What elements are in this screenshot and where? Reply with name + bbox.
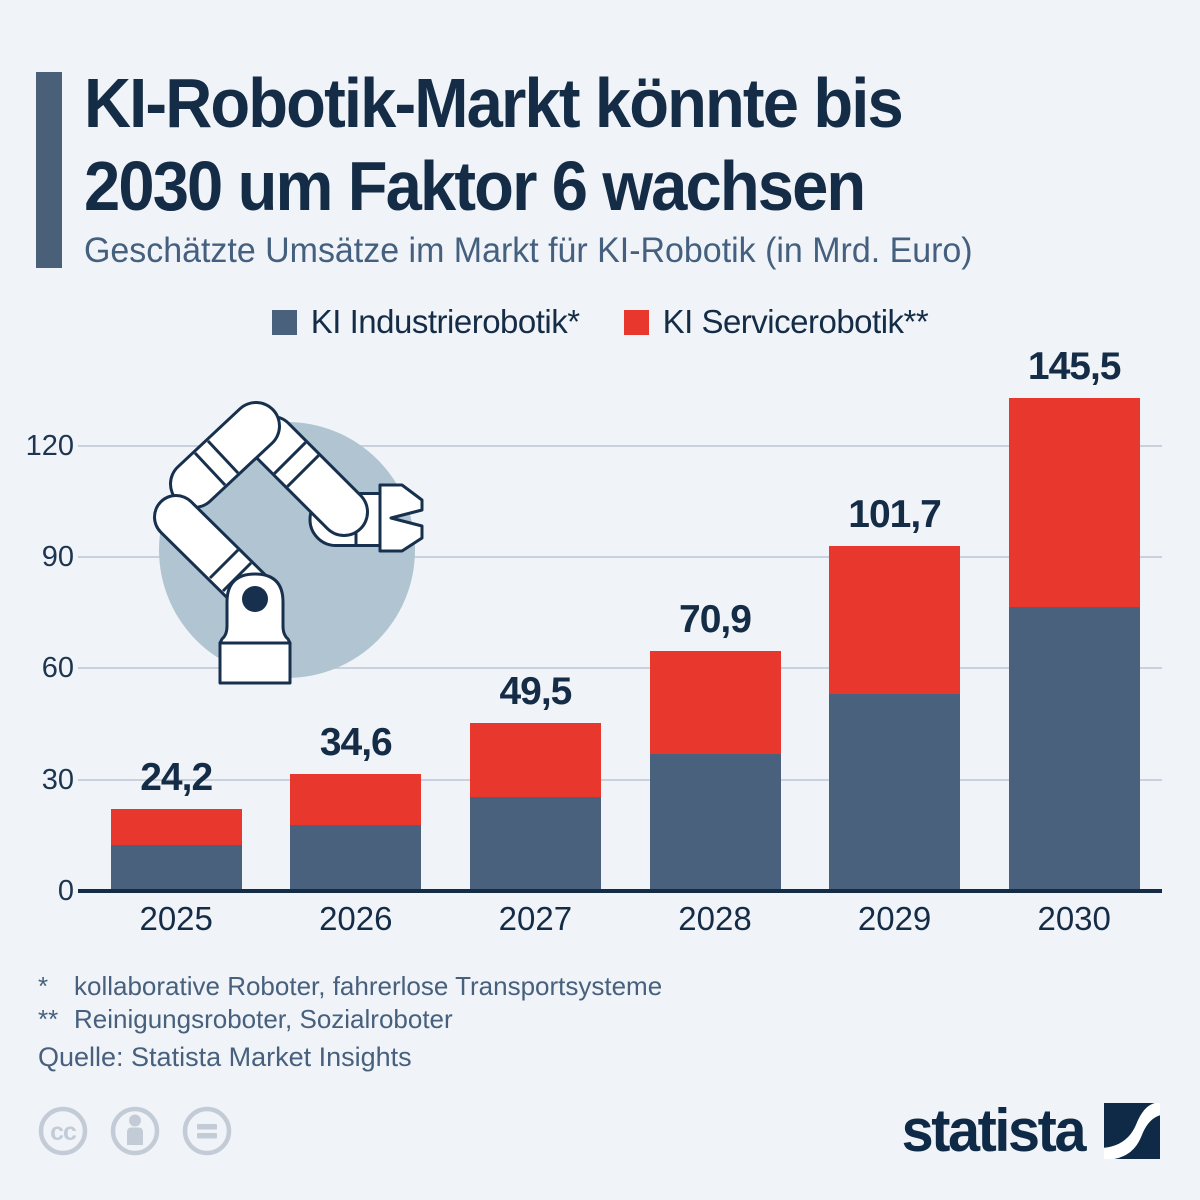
x-axis-label-2025: 2025 (139, 900, 213, 937)
x-axis-label-2027: 2027 (498, 900, 573, 937)
y-tick-label-90: 90 (41, 540, 74, 573)
grid-line-120 (78, 444, 1162, 447)
bar-2029-industrial-segment (829, 693, 961, 891)
bar-2028-service-segment (649, 650, 781, 755)
bar-2027-industrial-segment (469, 796, 601, 891)
attribution-person-icon (110, 1106, 160, 1156)
statista-branding: statista (894, 1100, 1160, 1162)
source-line: Quelle: Statista Market Insights (38, 1042, 412, 1072)
legend-item-1: KI Servicerobotik** (623, 303, 929, 341)
legend-swatch-0 (271, 309, 297, 335)
bar-total-label-2028: 70,9 (679, 597, 752, 641)
grid-line-60 (78, 667, 1162, 670)
page-title: KI-Robotik-Markt könnte bis 2030 um Fakt… (84, 62, 904, 228)
grid-line-90 (78, 555, 1162, 558)
bar-2029-service-segment (829, 546, 961, 694)
bar-2030-service-segment (1008, 397, 1140, 608)
page-subtitle: Geschätzte Umsätze im Markt für KI-Robot… (84, 231, 973, 270)
footnote-2-text: Reinigungsroboter, Sozialroboter (74, 1004, 453, 1034)
svg-text:cc: cc (50, 1118, 77, 1146)
title-line-2: 2030 um Faktor 6 wachsen (84, 147, 866, 225)
x-axis-label-2026: 2026 (319, 900, 393, 937)
legend-swatch-1 (623, 309, 649, 335)
footnote-2: ** Reinigungsroboter, Sozialroboter (38, 1003, 662, 1036)
bar-total-label-2030: 145,5 (1027, 344, 1122, 388)
legend-label-0: KI Industrierobotik* (310, 303, 580, 340)
license-icons: cc (36, 1104, 234, 1158)
y-tick-label-60: 60 (41, 652, 74, 685)
equals-icon (182, 1106, 232, 1156)
statista-logo-text: statista (901, 1097, 1087, 1164)
x-axis-label-2028: 2028 (678, 900, 752, 937)
x-axis-label-2030: 2030 (1037, 900, 1111, 937)
title-accent-bar (36, 72, 62, 268)
y-tick-label-30: 30 (41, 763, 74, 796)
y-tick-label-120: 120 (25, 429, 74, 462)
cc-icon: cc (38, 1106, 88, 1156)
bar-total-label-2027: 49,5 (499, 670, 572, 714)
x-axis-line (78, 889, 1162, 893)
bar-2026-service-segment (290, 773, 422, 826)
robot-arm-illustration (140, 390, 450, 700)
footnote-1-text: kollaborative Roboter, fahrerlose Transp… (74, 971, 663, 1001)
legend-label-1: KI Servicerobotik** (662, 303, 929, 340)
bar-2028-industrial-segment (649, 754, 781, 891)
bar-total-label-2026: 34,6 (319, 720, 393, 764)
footnote-1: * kollaborative Roboter, fahrerlose Tran… (38, 970, 662, 1003)
legend-item-0: KI Industrierobotik* (271, 303, 580, 341)
bar-2025-service-segment (110, 808, 242, 846)
robot-arm-icon (153, 401, 424, 685)
bar-total-label-2025: 24,2 (140, 755, 213, 799)
bar-2025-industrial-segment (110, 845, 242, 891)
bar-2027-service-segment (469, 723, 601, 797)
legend: KI Industrierobotik* KI Servicerobotik** (0, 303, 1200, 341)
bar-total-label-2029: 101,7 (848, 493, 942, 537)
statista-logo-icon (1104, 1103, 1160, 1159)
y-tick-label-0: 0 (57, 875, 74, 907)
x-axis-label-2029: 2029 (857, 900, 932, 937)
footnotes: * kollaborative Roboter, fahrerlose Tran… (38, 970, 662, 1036)
grid-line-30 (78, 778, 1162, 781)
footnote-2-marker: ** (38, 1004, 59, 1034)
bar-2030-industrial-segment (1008, 607, 1140, 891)
title-line-1: KI-Robotik-Markt könnte bis (84, 64, 904, 142)
bar-2026-industrial-segment (290, 825, 422, 891)
footnote-1-marker: * (38, 971, 49, 1001)
